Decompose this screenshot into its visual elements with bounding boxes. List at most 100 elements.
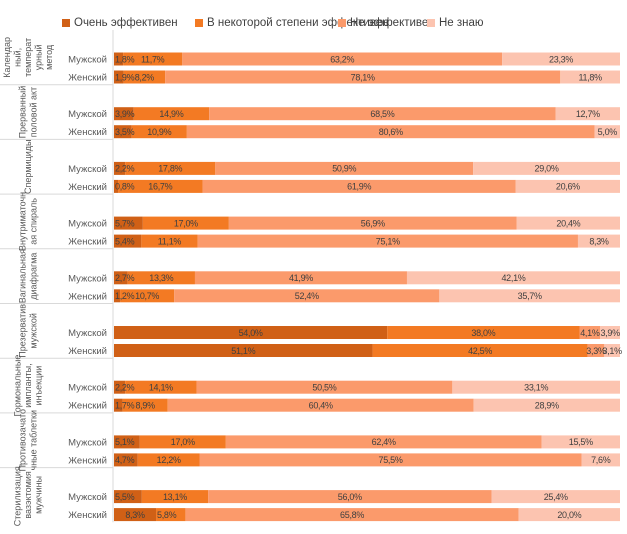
legend-label: Не знаю (439, 17, 484, 29)
bar-segment (122, 398, 168, 412)
data-label: 52,4% (295, 291, 319, 301)
bar-segment (516, 216, 620, 230)
bar-segment (114, 216, 143, 230)
legend-swatch (62, 19, 70, 27)
data-label: 8,2% (135, 72, 155, 82)
data-label: 1,8% (115, 54, 135, 64)
row-label-female: Женский (68, 401, 107, 412)
data-label: 10,9% (147, 127, 171, 137)
bar-segment (182, 52, 503, 66)
legend-item: Не знаю (427, 15, 484, 31)
data-label: 20,6% (556, 182, 580, 192)
bar-segment (577, 234, 620, 248)
data-label: 1,2% (115, 291, 135, 301)
category-label-line: Спермициды (23, 139, 33, 194)
data-label: 20,0% (557, 510, 581, 520)
category-label: Календарный,температурныйметод (2, 37, 54, 78)
bar-segment (114, 344, 373, 357)
data-label: 50,9% (332, 164, 356, 174)
bar-segment (185, 508, 519, 522)
bar-segment (473, 161, 620, 175)
legend-item: Очень эффективен (62, 15, 178, 31)
row-label-male: Мужской (68, 273, 107, 284)
bar-segment (125, 380, 197, 394)
row-label-male: Мужской (68, 55, 107, 66)
data-label: 42,5% (468, 346, 492, 356)
bar-segment (215, 161, 474, 175)
bar-segment (491, 490, 620, 504)
category-label: Стерилизация,вазэктомиямужчины (13, 464, 44, 527)
data-label: 3,5% (115, 127, 135, 137)
bar-segment (114, 380, 126, 394)
bar-segment (196, 380, 453, 394)
bar-segment (114, 52, 124, 66)
category-label-line: Календар (2, 37, 12, 78)
bar-segment (209, 107, 556, 121)
category-label-line: Стерилизация, (13, 464, 23, 527)
bar-segment (141, 490, 209, 504)
bar-segment (174, 289, 440, 303)
category-label-line: Прерванный (18, 86, 28, 139)
bar-segment (594, 125, 620, 139)
category-label-line: чные таблетки (28, 410, 38, 470)
data-label: 8,3% (125, 510, 145, 520)
bar-segment (600, 326, 620, 339)
data-label: 7,6% (591, 455, 611, 465)
category-label-line: температ (23, 38, 33, 77)
data-label: 2,2% (115, 383, 135, 393)
data-label: 50,5% (312, 383, 336, 393)
data-label: 60,4% (309, 401, 333, 411)
data-label: 3,1% (602, 346, 622, 356)
data-label: 5,5% (115, 492, 135, 502)
bar-segment (114, 161, 126, 175)
data-label: 11,1% (158, 236, 182, 246)
bar-segment (114, 326, 388, 339)
data-label: 16,7% (148, 182, 172, 192)
data-label: 54,0% (239, 328, 263, 338)
row-label-male: Мужской (68, 109, 107, 120)
bar-segment (581, 453, 620, 467)
data-label: 33,1% (524, 383, 548, 393)
category-label-line: половой акт (28, 87, 38, 137)
bar-segment (114, 289, 121, 303)
category-label-line: Гормональные (13, 355, 23, 417)
bar-segment (587, 344, 605, 357)
data-label: 3,9% (115, 109, 135, 119)
data-label: 75,1% (376, 236, 400, 246)
row-label-female: Женский (68, 455, 107, 466)
data-label: 75,5% (379, 455, 403, 465)
data-label: 11,8% (578, 72, 602, 82)
data-label: 56,9% (361, 218, 385, 228)
bar-segment (120, 289, 175, 303)
data-label: 1,7% (115, 401, 135, 411)
bar-segment (114, 398, 123, 412)
bar-segment (541, 435, 620, 449)
bar-segment (515, 179, 620, 193)
data-label: 17,0% (174, 218, 198, 228)
category-label: Презервативмужской (18, 304, 39, 358)
row-label-female: Женский (68, 182, 107, 193)
bar-segment (518, 508, 620, 522)
bar-segment (114, 435, 140, 449)
data-label: 11,7% (141, 54, 165, 64)
bar-segment (406, 271, 620, 285)
category-label: Вагинальнаядиафрагма (18, 249, 39, 303)
legend-label: Очень эффективен (74, 17, 178, 29)
bar-segment (131, 125, 187, 139)
bar-segment (186, 125, 595, 139)
data-label: 5,4% (115, 236, 135, 246)
category-label: Гормональныеимпланты,инъекции (13, 355, 44, 417)
bar-segment (142, 216, 229, 230)
bar-segment (560, 70, 620, 84)
bar-segment (118, 179, 203, 193)
data-label: 51,1% (231, 346, 255, 356)
data-label: 20,4% (556, 218, 580, 228)
data-label: 68,5% (370, 109, 394, 119)
bar-segment (114, 490, 142, 504)
bar-segment (452, 380, 620, 394)
row-label-female: Женский (68, 73, 107, 84)
data-label: 14,9% (159, 109, 183, 119)
bar-segment (579, 326, 601, 339)
data-label: 35,7% (518, 291, 542, 301)
